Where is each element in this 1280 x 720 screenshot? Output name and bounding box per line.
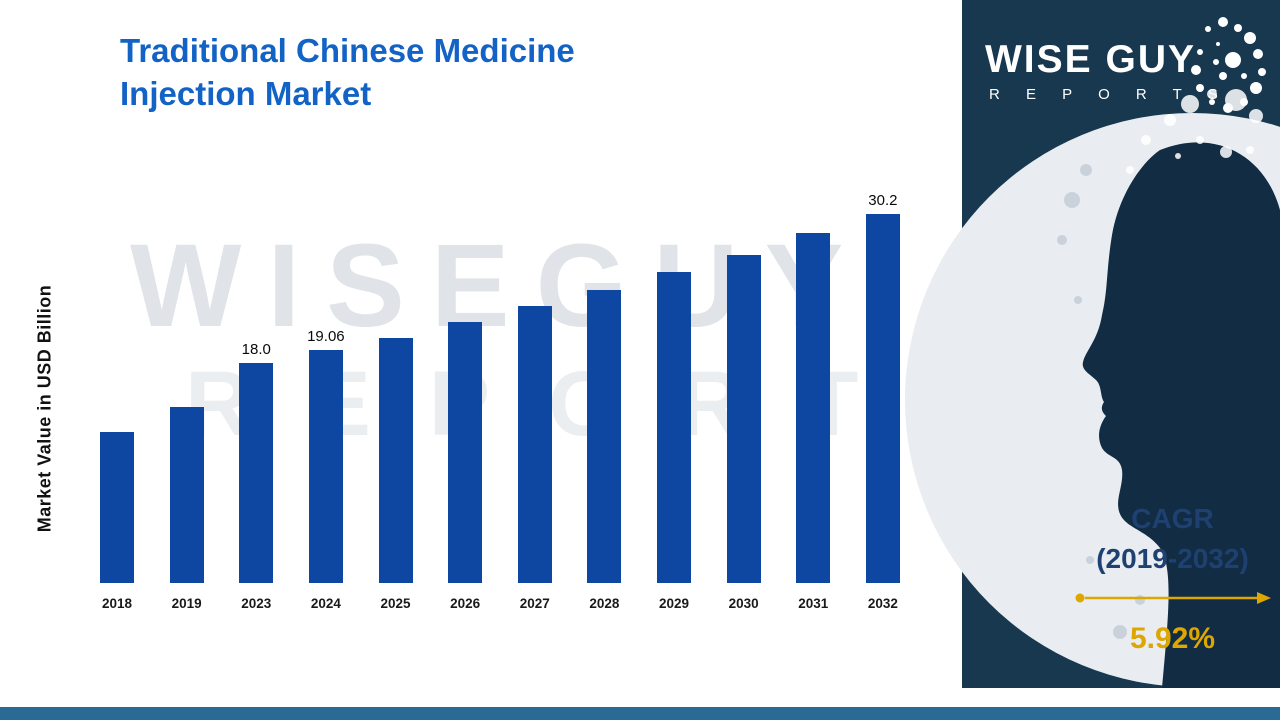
x-tick-label-2028: 2028: [589, 596, 620, 611]
bar-group-2019: 2019: [155, 150, 219, 612]
bar-2027: [517, 306, 552, 583]
page-title: Traditional Chinese Medicine Injection M…: [120, 30, 575, 116]
bar-2025: [378, 338, 413, 583]
page-title-line1: Traditional Chinese Medicine: [120, 32, 575, 69]
bar-2019: [169, 407, 204, 583]
bar-value-label-2032: 30.2: [868, 192, 898, 209]
x-tick-label-2032: 2032: [867, 596, 898, 611]
bar-2030: [726, 255, 761, 583]
bar-value-label-2024: 19.06: [307, 328, 345, 345]
x-tick-label-2030: 2030: [728, 596, 759, 611]
bar-group-2028: 2028: [572, 150, 636, 612]
x-tick-label-2018: 2018: [101, 596, 133, 611]
bar-2026: [448, 322, 483, 583]
bar-2024: [308, 350, 343, 583]
cagr-value: 5.92%: [1129, 622, 1216, 655]
cagr-arrow-icon: [1075, 592, 1271, 604]
x-tick-label-2027: 2027: [519, 596, 550, 611]
x-tick-label-2023: 2023: [241, 596, 272, 611]
bar-group-2024: 19.06 2024: [294, 150, 358, 612]
bar-group-2018: 2018: [85, 150, 149, 612]
cagr-period: (2019-2032): [1096, 543, 1249, 574]
bar-2023: [239, 363, 274, 583]
y-axis-label: Market Value in USD Billion: [34, 284, 55, 533]
bar-group-2029: 2029: [642, 150, 706, 612]
bar-group-2023: 18.0 2023: [224, 150, 288, 612]
bar-group-2032: 30.2 2032: [851, 150, 915, 612]
logo: WISE GUY R E P O R T S: [985, 38, 1229, 103]
bar-group-2027: 2027: [503, 150, 567, 612]
x-tick-label-2031: 2031: [798, 596, 829, 611]
bar-chart: 2018 2019 18.0 2023 19.06 2024 2025 2026 2027 202…: [85, 150, 915, 612]
logo-dots-face-icon: [1191, 17, 1266, 113]
page-title-line2: Injection Market: [120, 74, 372, 112]
bar-group-2030: 2030: [712, 150, 776, 612]
logo-reports: R E P O R T S: [989, 86, 1229, 103]
x-tick-label-2025: 2025: [380, 596, 411, 611]
bar-group-2025: 2025: [364, 150, 428, 612]
bar-2029: [657, 272, 691, 583]
bar-2018: [100, 432, 134, 583]
x-tick-label-2024: 2024: [310, 596, 341, 611]
bar-group-2026: 2026: [433, 150, 497, 612]
logo-name: WISE GUY: [985, 38, 1197, 81]
bar-2032: [865, 214, 900, 583]
bar-2031: [796, 233, 831, 583]
watermark-line1: WISEGUY: [130, 220, 870, 352]
x-tick-label-2026: 2026: [450, 596, 481, 611]
footer-accent-bar: [0, 707, 1280, 720]
x-tick-label-2019: 2019: [171, 596, 202, 611]
bar-group-2031: 2031: [781, 150, 845, 612]
cagr-label: CAGR: [1131, 503, 1214, 534]
bar-value-label-2023: 18.0: [241, 341, 271, 358]
x-tick-label-2029: 2029: [658, 596, 690, 611]
cagr-block: CAGR (2019-2032) 5.92%: [1070, 503, 1275, 656]
bar-2028: [587, 290, 622, 583]
